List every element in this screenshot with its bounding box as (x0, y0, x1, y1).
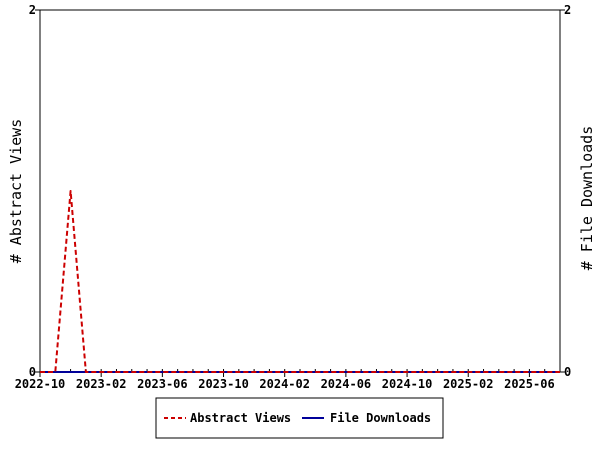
x-tick-label: 2023-06 (137, 377, 188, 391)
x-tick-label: 2025-06 (504, 377, 555, 391)
plot-area (39, 9, 561, 373)
y-right-tick-label: 0 (564, 365, 571, 379)
x-tick-label: 2025-02 (443, 377, 494, 391)
y-axis-right: 02 (560, 3, 571, 379)
series-lines (40, 190, 560, 373)
legend: Abstract Views File Downloads (155, 397, 444, 439)
y-left-tick-label: 0 (29, 365, 36, 379)
legend-label-file-downloads: File Downloads (330, 411, 431, 425)
x-tick-label: 2023-02 (76, 377, 127, 391)
x-axis: 2022-10 2023-02 2023-06 2023-10 2024-02 2024-… (15, 369, 561, 391)
legend-box (155, 397, 444, 439)
legend-label-abstract-views: Abstract Views (190, 411, 291, 425)
y-axis-title-left: # Abstract Views (7, 119, 25, 264)
y-left-tick-label: 2 (29, 3, 36, 17)
y-right-tick-label: 2 (564, 3, 571, 17)
x-tick-label: 2023-10 (198, 377, 249, 391)
x-tick-label: 2024-10 (382, 377, 433, 391)
x-tick-label: 2024-02 (259, 377, 310, 391)
y-axis-left: 02 (29, 3, 40, 379)
y-axis-title-right: # File Downloads (578, 126, 596, 271)
x-tick-label: 2024-06 (321, 377, 372, 391)
x-tick-label: 2022-10 (15, 377, 66, 391)
series-line-abstract-views (40, 190, 560, 373)
